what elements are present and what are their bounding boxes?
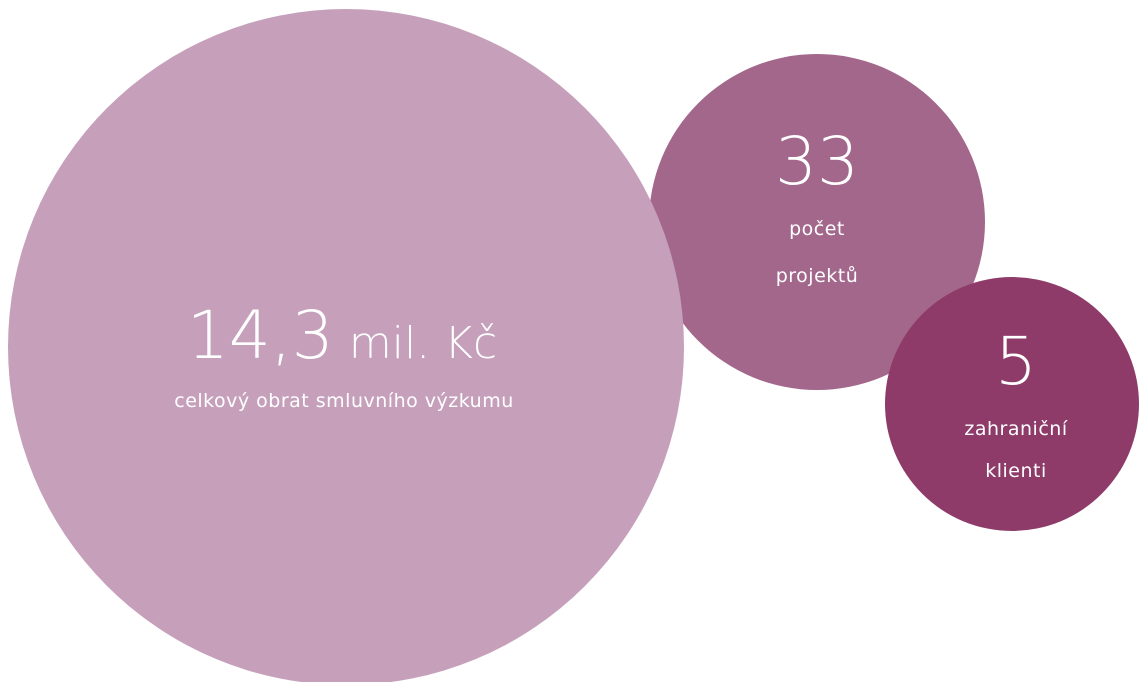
clients-value: 5 [995,323,1037,400]
circle-projects [649,54,985,390]
turnover-unit: mil. Kč [349,318,497,369]
turnover-label: celkový obrat smluvního výzkumu [174,390,514,412]
turnover-value: 14,3 [187,297,334,374]
turnover-figure: 14,3 mil. Kč [187,297,497,374]
clients-label: klienti [985,460,1047,482]
clients-label: zahraniční [964,418,1067,440]
circle-turnover [8,9,684,682]
projects-label: projektů [776,265,859,287]
circle-clients [885,277,1139,531]
projects-value: 33 [775,123,859,200]
projects-label: počet [789,218,845,240]
